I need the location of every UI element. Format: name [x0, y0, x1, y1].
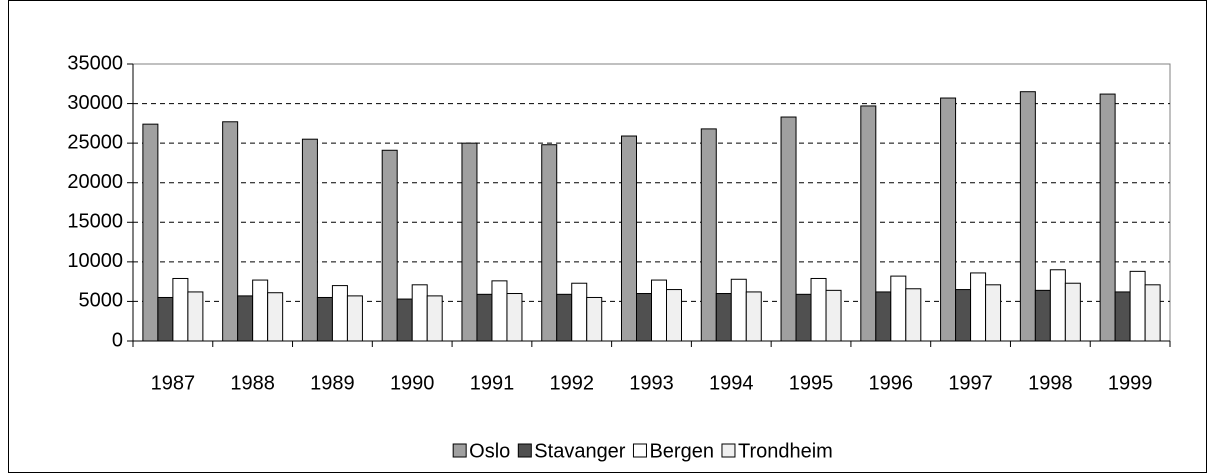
- x-tick-label: 1997: [948, 372, 993, 394]
- x-tick-label: 1994: [709, 372, 754, 394]
- bar: [730, 278, 747, 342]
- legend-swatch: [517, 443, 532, 458]
- bar: [666, 289, 682, 342]
- bar: [780, 116, 797, 342]
- bar: [586, 296, 603, 342]
- bar: [346, 295, 363, 342]
- x-tick-label: 1987: [151, 372, 196, 394]
- x-tick-label: 1999: [1108, 372, 1153, 394]
- bar: [506, 293, 523, 342]
- bar: [745, 291, 762, 342]
- bar: [1064, 282, 1081, 342]
- bar: [875, 291, 892, 342]
- y-tick-label: 0: [112, 329, 123, 351]
- bar: [267, 292, 284, 342]
- y-tick-label: 25000: [67, 131, 123, 153]
- bar: [172, 277, 189, 342]
- bar: [1144, 284, 1161, 342]
- bar: [1034, 289, 1051, 342]
- y-tick-label: 10000: [67, 250, 123, 272]
- bar: [187, 291, 204, 342]
- x-tick-label: 1998: [1028, 372, 1073, 394]
- bar: [222, 121, 239, 342]
- bar: [1129, 270, 1146, 342]
- bar: [237, 295, 254, 342]
- bar: [970, 272, 987, 342]
- bar: [636, 293, 652, 342]
- bar: [252, 279, 269, 342]
- y-tick-label: 30000: [67, 92, 123, 114]
- x-tick-label: 1996: [869, 372, 914, 394]
- bar: [411, 284, 428, 342]
- x-tick-label: 1992: [549, 372, 594, 394]
- y-tick-label: 35000: [67, 52, 123, 74]
- bar: [142, 123, 159, 342]
- x-tick-label: 1989: [310, 372, 355, 394]
- bar: [890, 275, 907, 342]
- bar: [905, 288, 922, 342]
- bar: [541, 144, 558, 342]
- bar: [860, 105, 877, 342]
- x-tick-label: 1993: [629, 372, 674, 394]
- y-tick-label: 5000: [79, 290, 124, 312]
- bar: [700, 128, 717, 342]
- legend-swatch: [721, 443, 736, 458]
- bar: [396, 298, 413, 342]
- bar: [461, 142, 478, 342]
- bar: [1099, 93, 1116, 342]
- legend-swatch: [632, 443, 647, 458]
- bar: [810, 277, 827, 342]
- bar: [795, 293, 812, 342]
- legend-swatch: [452, 443, 467, 458]
- legend-label: Stavanger: [534, 440, 626, 462]
- legend-label: Oslo: [469, 440, 510, 462]
- bar: [491, 280, 508, 342]
- x-tick-label: 1988: [230, 372, 275, 394]
- legend-label: Trondheim: [738, 440, 833, 462]
- bar: [301, 138, 318, 342]
- x-tick-label: 1995: [789, 372, 834, 394]
- bar: [621, 135, 637, 342]
- bar: [651, 279, 667, 342]
- x-tick-label: 1991: [470, 372, 515, 394]
- bar: [1114, 291, 1131, 342]
- bar: [426, 295, 443, 342]
- bar: [381, 149, 398, 342]
- bar: [331, 285, 348, 342]
- bar: [476, 293, 493, 342]
- bar: [571, 282, 588, 342]
- bar: [157, 296, 174, 342]
- bar: [556, 293, 573, 342]
- bar: [985, 284, 1002, 342]
- bar: [940, 97, 957, 342]
- legend-label: Bergen: [649, 440, 714, 462]
- x-tick-label: 1990: [390, 372, 435, 394]
- bar: [316, 296, 333, 342]
- bar: [1049, 269, 1066, 342]
- y-tick-label: 15000: [67, 211, 123, 233]
- bar: [955, 289, 972, 342]
- y-tick-label: 20000: [67, 171, 123, 193]
- bar: [1019, 91, 1036, 342]
- bar: [715, 293, 732, 342]
- bar: [825, 289, 842, 342]
